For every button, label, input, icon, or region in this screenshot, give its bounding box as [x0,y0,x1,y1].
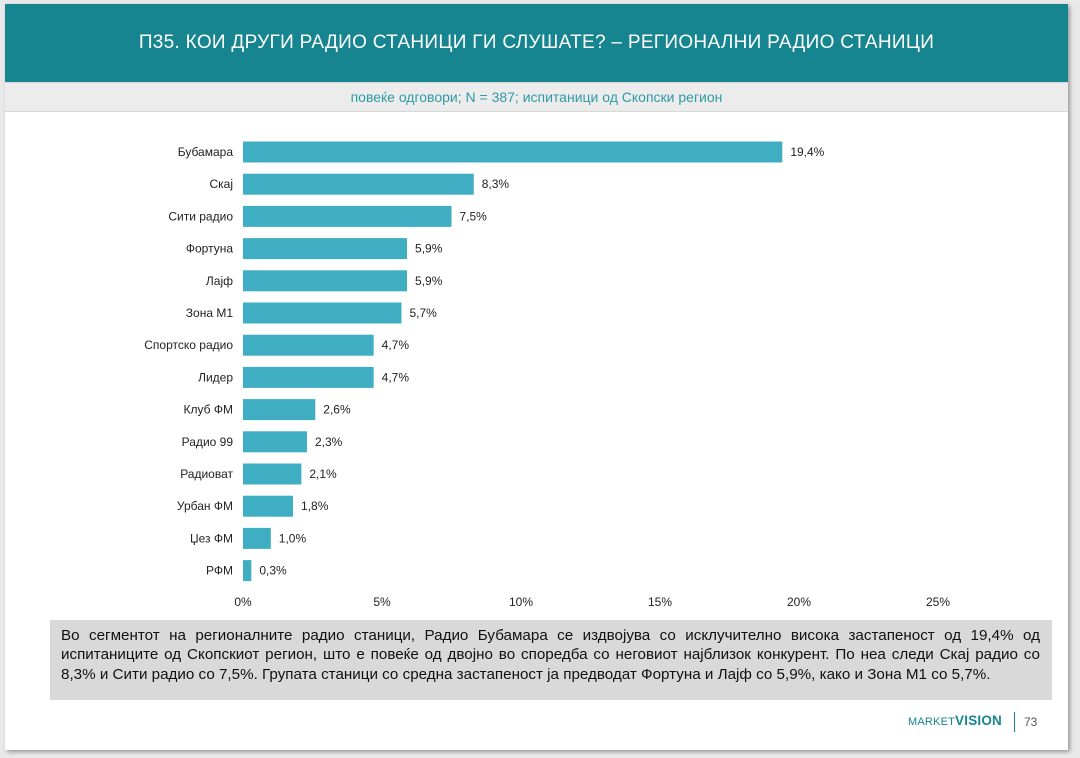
category-label: РФМ [206,564,233,578]
brand-logo: MARKETVISION [908,713,1002,728]
bar [243,366,374,388]
slide: П35. КОИ ДРУГИ РАДИО СТАНИЦИ ГИ СЛУШАТЕ?… [5,4,1068,750]
value-label: 7,5% [460,209,488,223]
value-label: 0,3% [259,564,287,578]
value-label: 2,6% [323,403,351,417]
bar [243,463,302,485]
bar [243,527,271,549]
bar [243,560,252,582]
bar-chart: Бубамара 19,4% Скај 8,3% Сити радио 7,5% Форту… [144,141,950,609]
value-label: 5,9% [415,242,443,256]
category-label: Лидер [198,370,233,384]
bar [243,173,474,195]
x-tick-label: 20% [787,595,811,609]
category-label: Џез ФМ [190,531,233,545]
bar [243,141,783,163]
bar [243,238,408,260]
category-label: Радио 99 [182,435,234,449]
bar [243,399,316,421]
value-label: 1,0% [279,531,307,545]
summary-box: Во сегментот на регионалните радио стани… [50,620,1052,700]
x-tick-label: 25% [926,595,950,609]
page-number: 73 [1024,715,1038,729]
bar [243,334,374,356]
page-title: П35. КОИ ДРУГИ РАДИО СТАНИЦИ ГИ СЛУШАТЕ?… [138,32,935,53]
subtitle-bar: повеќе одговори; N = 387; испитаници од … [5,82,1068,112]
value-label: 2,1% [309,467,337,481]
value-label: 2,3% [315,435,343,449]
value-label: 4,7% [382,338,410,352]
value-label: 4,7% [382,370,410,384]
title-bar: П35. КОИ ДРУГИ РАДИО СТАНИЦИ ГИ СЛУШАТЕ?… [5,4,1068,82]
category-label: Сити радио [168,209,233,223]
x-tick-label: 5% [373,595,391,609]
page-subtitle: повеќе одговори; N = 387; испитаници од … [350,89,723,105]
bar [243,302,402,324]
category-label: Бубамара [178,145,234,159]
bar [243,495,294,517]
x-tick-label: 0% [234,595,252,609]
x-tick-label: 15% [648,595,672,609]
value-label: 5,9% [415,274,443,288]
value-label: 1,8% [301,499,329,513]
value-label: 19,4% [790,145,824,159]
category-label: Спортско радио [144,338,233,352]
x-tick-label: 10% [509,595,533,609]
bar [243,205,452,227]
category-label: Радиоват [180,467,233,481]
brand-logo-part1: MARKET [908,716,956,728]
category-label: Скај [209,177,233,191]
bar [243,431,307,453]
brand-logo-part2: VISION [955,713,1003,728]
value-label: 8,3% [482,177,510,191]
category-label: Фортуна [186,242,233,256]
category-label: Зона М1 [186,306,234,320]
summary-text: Во сегментот на регионалните радио стани… [61,627,1040,683]
bar [243,270,408,292]
footer-divider [1014,712,1015,732]
category-label: Урбан ФМ [177,499,233,513]
category-label: Лајф [206,274,233,288]
category-label: Клуб ФМ [184,403,233,417]
value-label: 5,7% [409,306,437,320]
